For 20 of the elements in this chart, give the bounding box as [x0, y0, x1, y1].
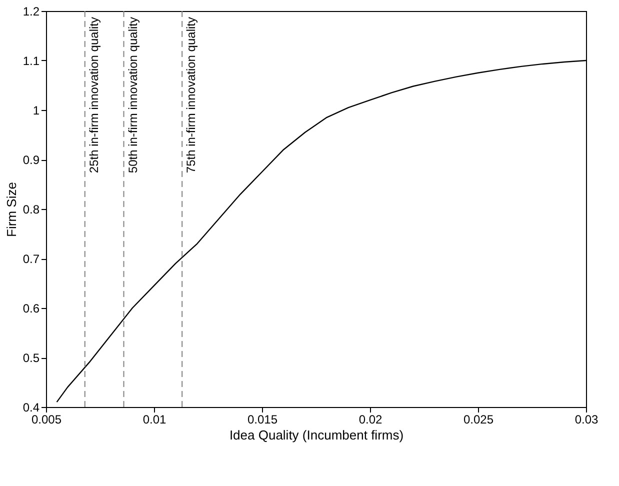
y-axis-title: Firm Size — [4, 182, 19, 237]
y-tick-label: 1 — [32, 104, 40, 118]
ref-line-label: 75th in-firm innovation quality — [184, 17, 198, 174]
x-tick-label: 0.02 — [358, 412, 382, 426]
y-tick-label: 0.9 — [22, 153, 40, 167]
x-axis-title: Idea Quality (Incumbent firms) — [229, 428, 404, 442]
y-tick-label: 0.6 — [22, 302, 40, 316]
y-tick-label: 0.7 — [22, 252, 40, 266]
y-tick-label: 1.2 — [22, 4, 40, 18]
ref-line-label: 50th in-firm innovation quality — [126, 17, 140, 174]
y-tick-label: 0.8 — [22, 202, 40, 216]
x-tick-label: 0.025 — [463, 412, 494, 426]
x-tick-label: 0.03 — [574, 412, 598, 426]
ref-line-label: 25th in-firm innovation quality — [86, 17, 101, 174]
x-tick-label: 0.015 — [247, 412, 278, 426]
x-tick-label: 0.01 — [142, 412, 166, 426]
y-tick-label: 1.1 — [22, 54, 40, 68]
y-tick-label: 0.4 — [22, 400, 40, 414]
x-tick-label: 0.005 — [31, 412, 62, 426]
y-tick-label: 0.5 — [22, 351, 40, 365]
